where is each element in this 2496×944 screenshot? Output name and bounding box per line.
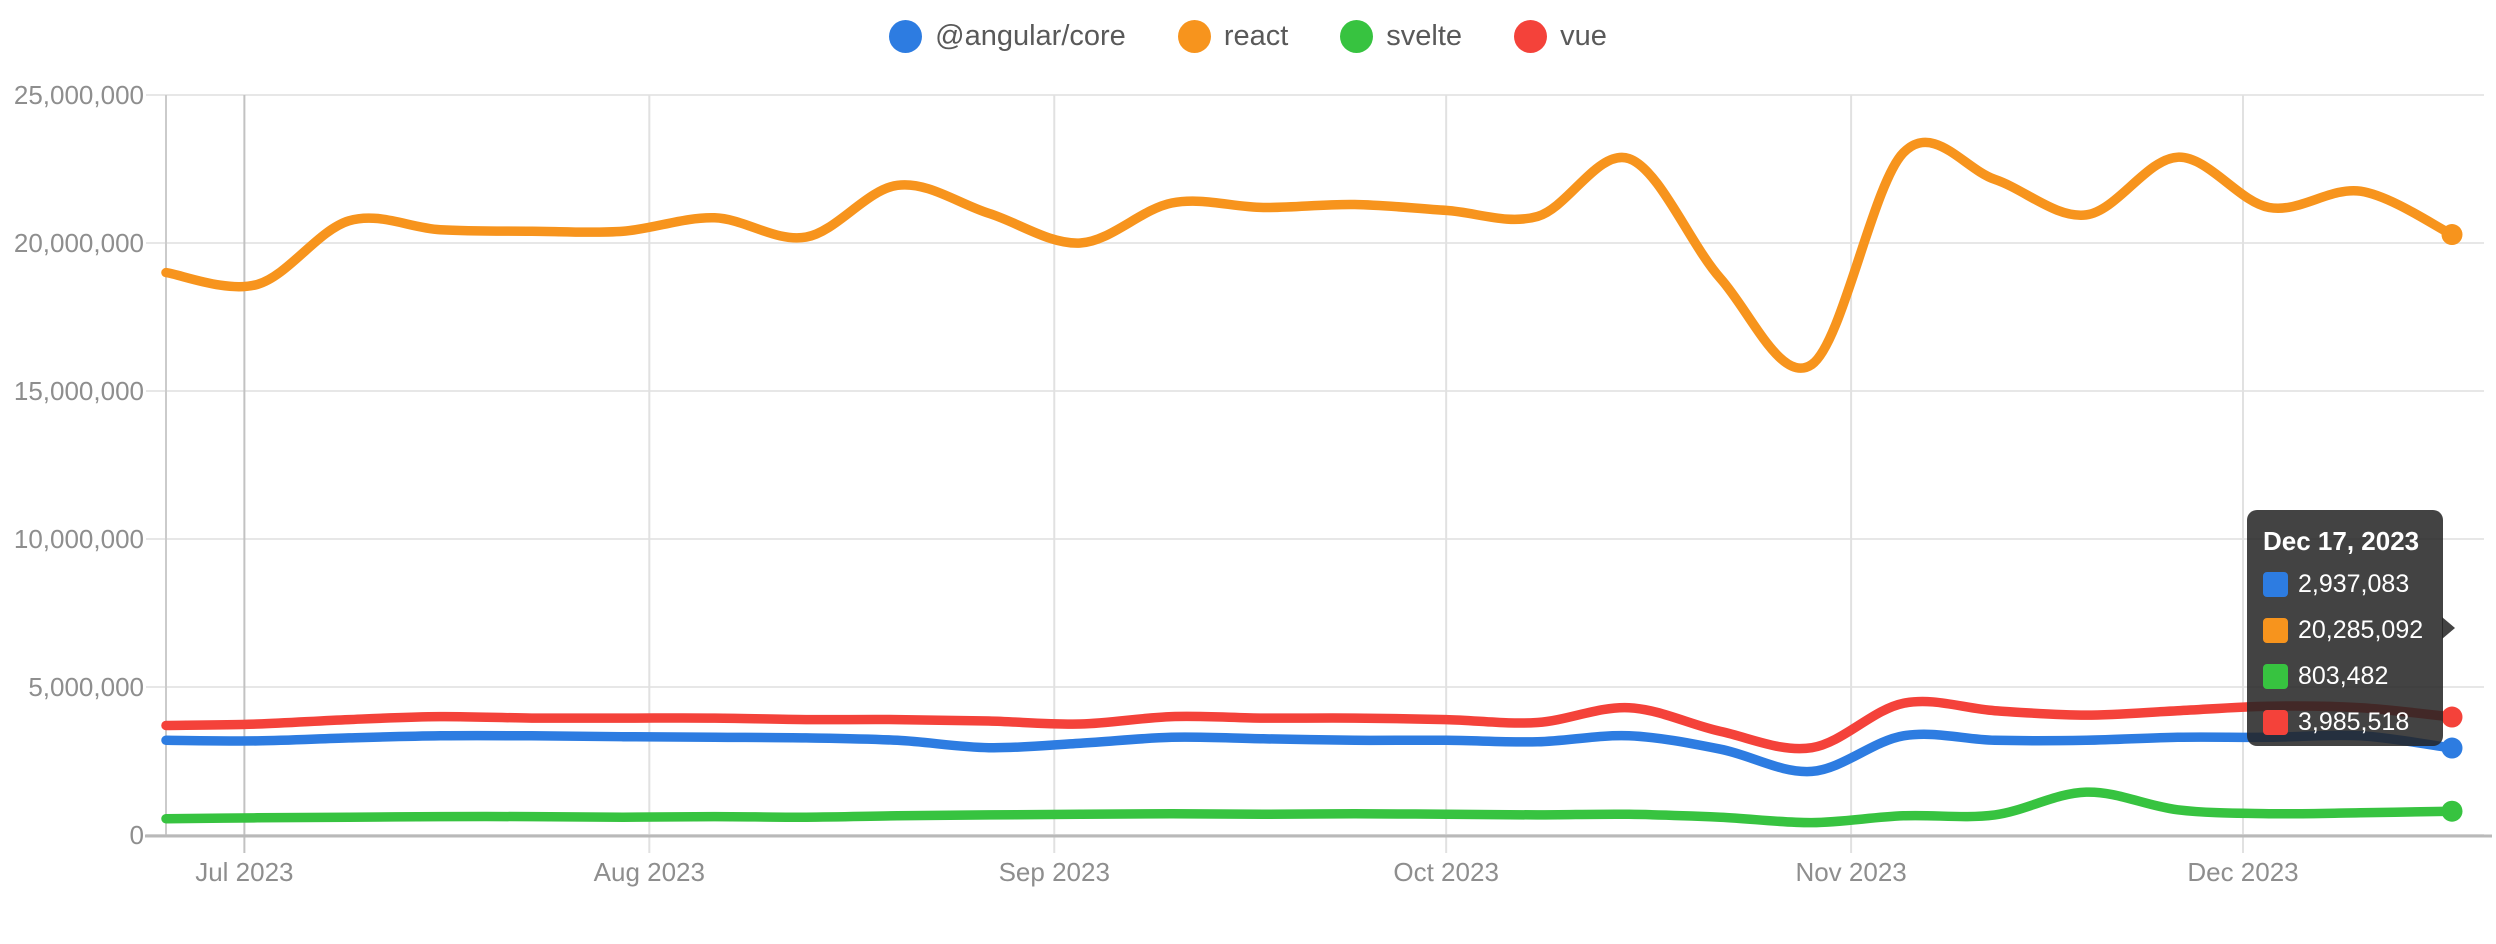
tooltip-swatch-icon <box>2263 571 2288 597</box>
legend-label: @angular/core <box>935 20 1126 52</box>
tooltip: Dec 17, 2023 2,937,083 20,285,092 803,482 3… <box>2247 510 2455 746</box>
tooltip-swatch-icon <box>2263 617 2288 643</box>
series-line-vue[interactable] <box>161 696 2457 754</box>
series-end-dot-svelte <box>2441 800 2463 822</box>
tooltip-row: 3,985,518 <box>2263 704 2427 740</box>
tooltip-value: 803,482 <box>2298 661 2389 690</box>
series-line-svelte[interactable] <box>161 787 2457 828</box>
tooltip-rows: 2,937,083 20,285,092 803,482 3,985,518 <box>2263 566 2427 740</box>
legend-label: react <box>1223 20 1289 52</box>
legend-swatch-icon <box>889 20 923 53</box>
tooltip-row: 2,937,083 <box>2263 566 2427 602</box>
tooltip-row: 803,482 <box>2263 658 2427 694</box>
tooltip-row: 20,285,092 <box>2263 612 2427 648</box>
legend-swatch-icon <box>1514 20 1548 53</box>
legend-item-vue[interactable]: vue <box>1514 20 1607 53</box>
tooltip-swatch-icon <box>2263 663 2288 689</box>
series-line-react[interactable] <box>161 137 2457 373</box>
legend-swatch-icon <box>1177 20 1211 53</box>
tooltip-date: Dec 17, 2023 <box>2263 526 2420 556</box>
tooltip-value: 20,285,092 <box>2298 615 2424 644</box>
legend-item-react[interactable]: react <box>1177 20 1289 53</box>
tooltip-swatch-icon <box>2263 709 2288 735</box>
legend-item-svelte[interactable]: svelte <box>1340 20 1462 53</box>
series-line-angular-core[interactable] <box>161 729 2457 777</box>
tooltip-value: 3,985,518 <box>2298 707 2410 736</box>
legend-label: svelte <box>1386 20 1463 52</box>
series-end-dot-angular-core <box>2441 737 2463 759</box>
tooltip-arrow-icon <box>2442 617 2455 639</box>
legend-label: vue <box>1560 20 1607 52</box>
series-end-dot-vue <box>2441 706 2463 728</box>
tooltip-value: 2,937,083 <box>2298 569 2410 598</box>
chart-legend: @angular/core react svelte vue <box>0 20 2496 53</box>
series-end-dot-react <box>2441 224 2463 246</box>
legend-item-angular-core[interactable]: @angular/core <box>889 20 1126 53</box>
legend-swatch-icon <box>1340 20 1374 53</box>
